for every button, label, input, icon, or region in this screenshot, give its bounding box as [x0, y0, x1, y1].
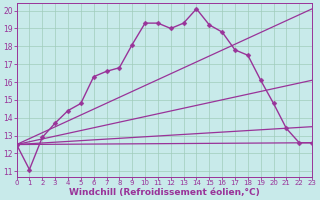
- X-axis label: Windchill (Refroidissement éolien,°C): Windchill (Refroidissement éolien,°C): [69, 188, 260, 197]
